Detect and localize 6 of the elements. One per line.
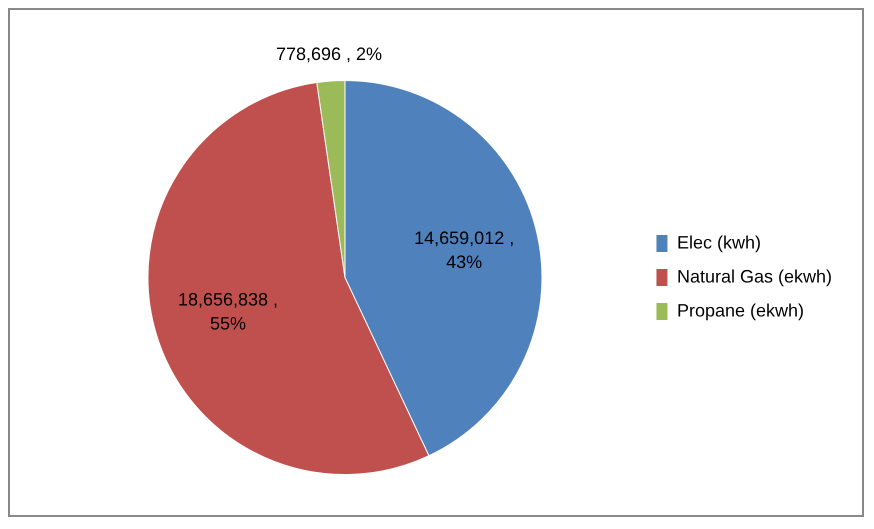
data-label: 778,696 , 2% <box>276 44 382 64</box>
data-label: 18,656,838 , 55% <box>178 290 278 334</box>
legend-label: Natural Gas (ekwh) <box>676 266 832 286</box>
legend-label: Propane (ekwh) <box>676 300 804 320</box>
data-label: 14,659,012 , 43% <box>414 228 514 272</box>
legend-label: Elec (kwh) <box>676 232 761 252</box>
